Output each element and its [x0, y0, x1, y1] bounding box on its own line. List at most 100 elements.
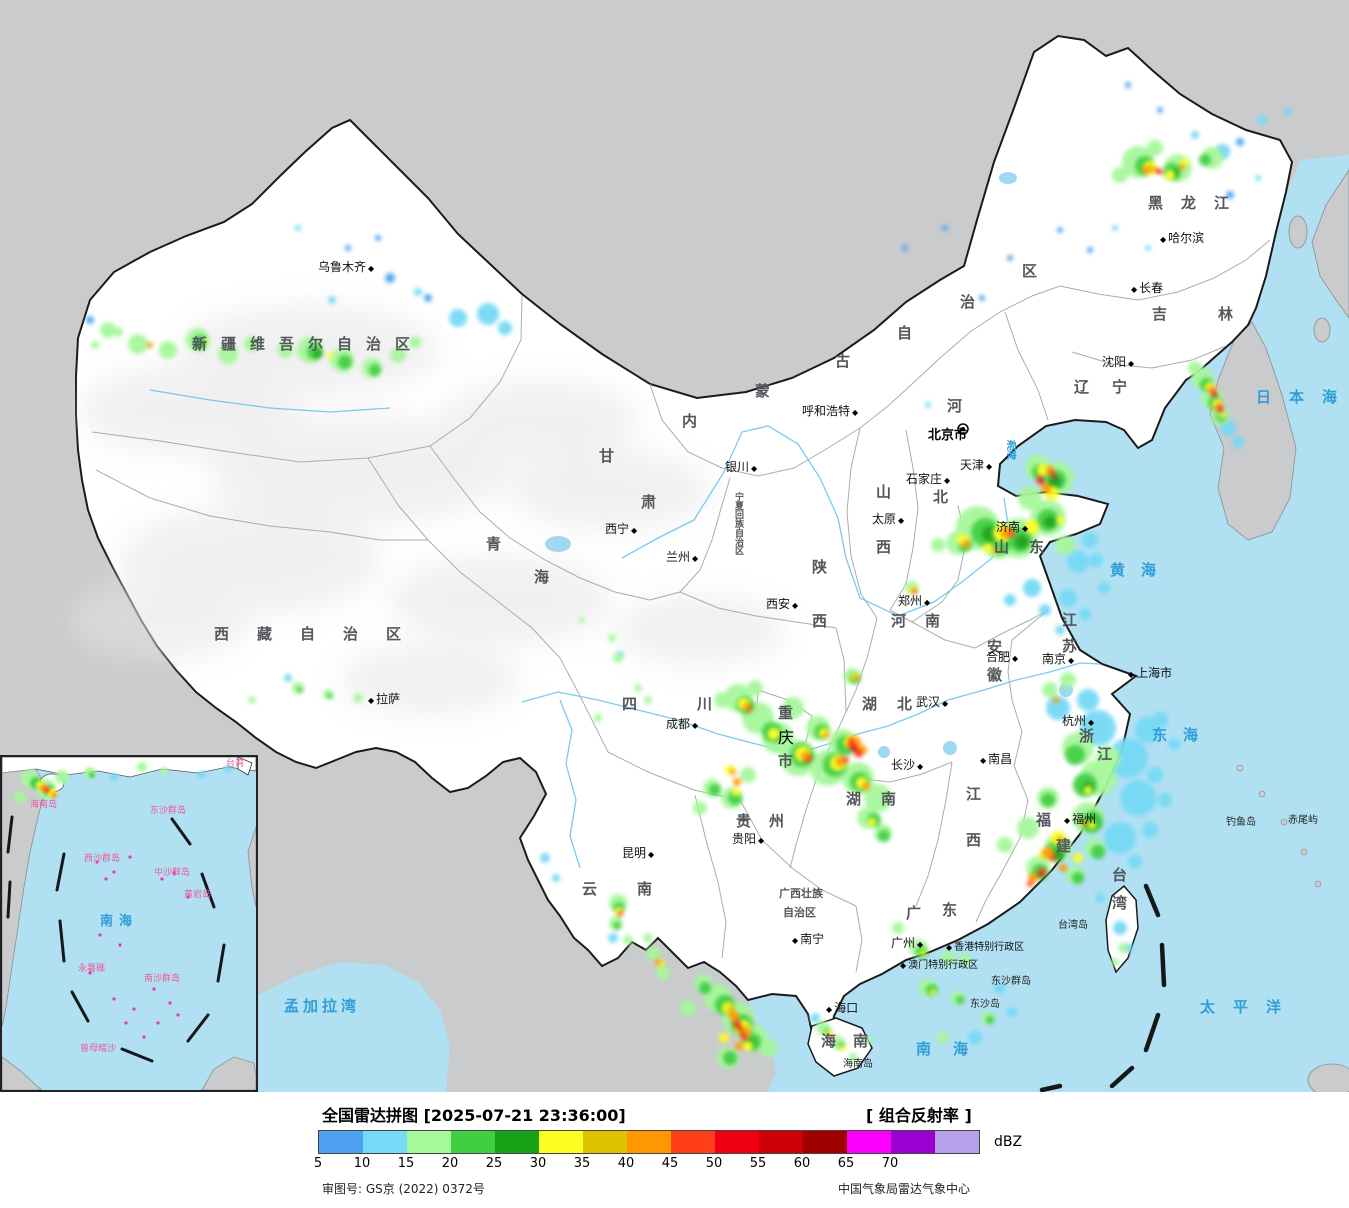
radar-echo [1145, 245, 1151, 251]
japan-islands [1311, 169, 1349, 319]
radar-echo [1004, 594, 1016, 606]
radar-echo [740, 1032, 744, 1036]
radar-echo [1168, 738, 1180, 750]
radar-echo [759, 1039, 777, 1057]
radar-echo [1142, 166, 1150, 174]
radar-echo [297, 687, 303, 693]
island-dot [186, 895, 190, 899]
radar-echo [1152, 712, 1168, 728]
colorbar-cell [407, 1131, 451, 1153]
radar-echo [1113, 921, 1127, 935]
island-dot [95, 860, 99, 864]
radar-echo [295, 225, 301, 231]
radar-echo [864, 1036, 872, 1044]
radar-echo [843, 757, 849, 763]
island-dot [168, 1001, 172, 1005]
boundary-dash [58, 919, 66, 963]
radar-echo [1042, 682, 1058, 698]
radar-echo [1091, 845, 1105, 859]
radar-echo [1046, 696, 1070, 720]
radar-echo [1088, 821, 1096, 829]
radar-echo [1213, 393, 1217, 397]
radar-echo [147, 342, 153, 348]
radar-echo [338, 355, 352, 369]
boundary-dash [55, 852, 66, 892]
radar-echo [369, 364, 381, 376]
radar-echo [159, 341, 177, 359]
radar-echo [51, 792, 57, 798]
radar-echo [1017, 817, 1039, 839]
china-border [75, 34, 1294, 1043]
island-dot [112, 870, 116, 874]
colorbar-tick: 10 [353, 1156, 371, 1171]
colorbar-ticks: 5 10 15 20 25 30 35 40 45 50 55 60 65 70 [314, 1156, 1014, 1172]
colorbar-tick: 35 [573, 1156, 591, 1171]
inset-sea-background [2, 757, 256, 1090]
radar-echo [1108, 738, 1148, 778]
radar-echo [224, 765, 232, 773]
radar-echo [1041, 793, 1055, 807]
radar-echo [983, 543, 993, 553]
radar-echo [997, 837, 1013, 853]
radar-echo [449, 309, 467, 327]
radar-echo [714, 692, 730, 708]
colorbar-cell [935, 1131, 979, 1153]
radar-echo [993, 547, 999, 553]
qinghai-lake [545, 536, 571, 552]
radar-echo [735, 1042, 743, 1050]
radar-echo [782, 697, 804, 719]
radar-echo [748, 708, 752, 712]
radar-echo [959, 954, 971, 966]
radar-echo [613, 653, 623, 663]
radar-echo [854, 748, 858, 752]
radar-echo [699, 982, 711, 994]
radar-echo [878, 830, 890, 842]
island-dot [118, 943, 122, 947]
radar-echo [409, 336, 421, 348]
radar-echo [693, 801, 707, 815]
radar-echo [913, 590, 917, 594]
radar-echo [128, 334, 148, 354]
radar-echo [823, 732, 829, 738]
legend-title: 全国雷达拼图 [2025-07-21 23:36:00] [322, 1106, 626, 1125]
colorbar-cell [363, 1131, 407, 1153]
island-dot [98, 933, 102, 937]
radar-echo [1255, 175, 1261, 181]
sea-bay-of-bengal [258, 962, 450, 1092]
radar-echo [1060, 672, 1076, 688]
radar-echo [1125, 82, 1131, 88]
radar-echo [1142, 822, 1158, 838]
radar-echo [137, 762, 147, 772]
radar-echo [1072, 872, 1084, 884]
radar-echo [655, 959, 661, 965]
dongting-lake [878, 746, 890, 758]
radar-echo [1053, 697, 1059, 703]
colorbar-tick: 25 [485, 1156, 503, 1171]
radar-echo [1055, 535, 1075, 555]
boundary-dash [200, 872, 216, 909]
radar-echo [1095, 893, 1105, 903]
radar-echo [1059, 864, 1067, 872]
island-dot [142, 1035, 146, 1039]
boundary-dash [6, 880, 12, 919]
radar-echo [424, 294, 432, 302]
data-source: 中国气象局雷达气象中心 [838, 1182, 971, 1196]
radar-echo [646, 946, 660, 960]
radar-echo [719, 1033, 729, 1043]
capital-marker-icon [957, 423, 969, 435]
radar-echo [1007, 1007, 1017, 1017]
radar-echo [1199, 154, 1211, 166]
luzon-island [1307, 1063, 1349, 1092]
legend-product-label: [ 组合反射率 ] [866, 1106, 972, 1125]
colorbar-cell [319, 1131, 363, 1153]
radar-echo [740, 767, 756, 783]
colorbar-cell [539, 1131, 583, 1153]
colorbar-tick: 65 [837, 1156, 855, 1171]
radar-echo [931, 538, 945, 552]
boundary-dash [186, 1013, 210, 1043]
radar-echo [1055, 625, 1065, 635]
radar-echo [1104, 822, 1136, 854]
radar-echo [892, 922, 904, 934]
radar-echo [414, 288, 422, 296]
colorbar-tick: 5 [313, 1156, 323, 1171]
